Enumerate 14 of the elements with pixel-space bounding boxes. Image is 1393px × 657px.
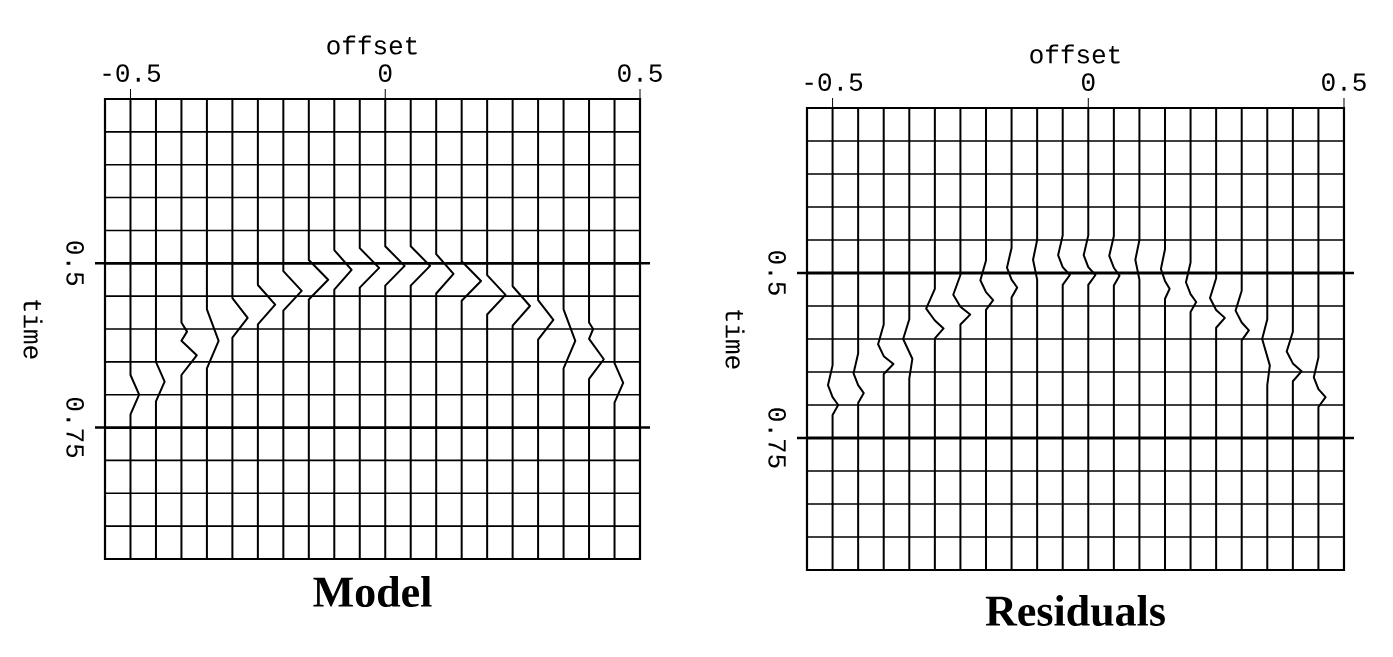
x-axis-title: offset <box>1030 44 1120 64</box>
x-axis-title: offset <box>327 35 417 55</box>
y-axis-title: time <box>725 310 745 369</box>
y-axis-title: time <box>23 300 43 359</box>
text: Residuals <box>985 595 1165 627</box>
x-tick-label: -0.5 <box>805 73 863 91</box>
x-tick-label: 0 <box>1082 73 1095 91</box>
x-tick-label: 0 <box>379 64 392 82</box>
x-tick-label: -0.5 <box>103 64 161 82</box>
text: Model <box>313 576 432 608</box>
x-tick-label: 0.5 <box>618 64 662 82</box>
y-tick-label: 0.75 <box>768 408 786 468</box>
x-tick-label: 0.5 <box>1322 73 1366 91</box>
y-tick-label: 0.75 <box>66 397 84 458</box>
